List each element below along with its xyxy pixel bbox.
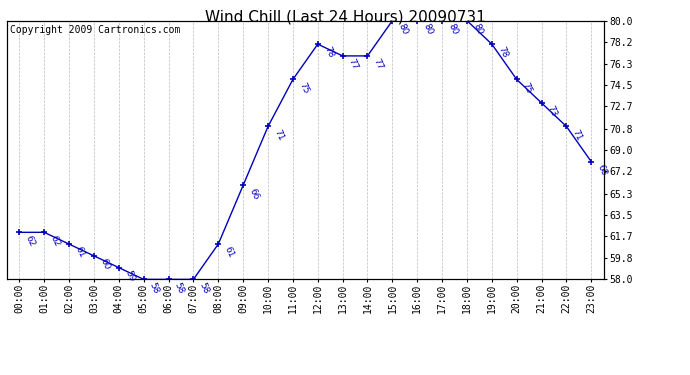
Text: 68: 68: [595, 163, 609, 177]
Text: 62: 62: [48, 234, 61, 248]
Text: 80: 80: [397, 22, 410, 36]
Text: 58: 58: [148, 281, 161, 295]
Text: 78: 78: [322, 45, 335, 60]
Text: 80: 80: [422, 22, 435, 36]
Text: 75: 75: [297, 81, 310, 95]
Text: 61: 61: [73, 246, 86, 260]
Text: 58: 58: [197, 281, 210, 295]
Text: 77: 77: [347, 57, 359, 72]
Text: 62: 62: [23, 234, 37, 248]
Text: 59: 59: [123, 269, 136, 283]
Text: 71: 71: [272, 128, 285, 142]
Text: 61: 61: [222, 246, 235, 260]
Text: 80: 80: [471, 22, 484, 36]
Text: 73: 73: [546, 104, 559, 118]
Text: Wind Chill (Last 24 Hours) 20090731: Wind Chill (Last 24 Hours) 20090731: [205, 9, 485, 24]
Text: 80: 80: [446, 22, 460, 36]
Text: 77: 77: [372, 57, 385, 72]
Text: 78: 78: [496, 45, 509, 60]
Text: 60: 60: [98, 257, 111, 272]
Text: 58: 58: [172, 281, 186, 295]
Text: 71: 71: [571, 128, 584, 142]
Text: 75: 75: [521, 81, 534, 95]
Text: 66: 66: [247, 187, 260, 201]
Text: Copyright 2009 Cartronics.com: Copyright 2009 Cartronics.com: [10, 24, 180, 34]
